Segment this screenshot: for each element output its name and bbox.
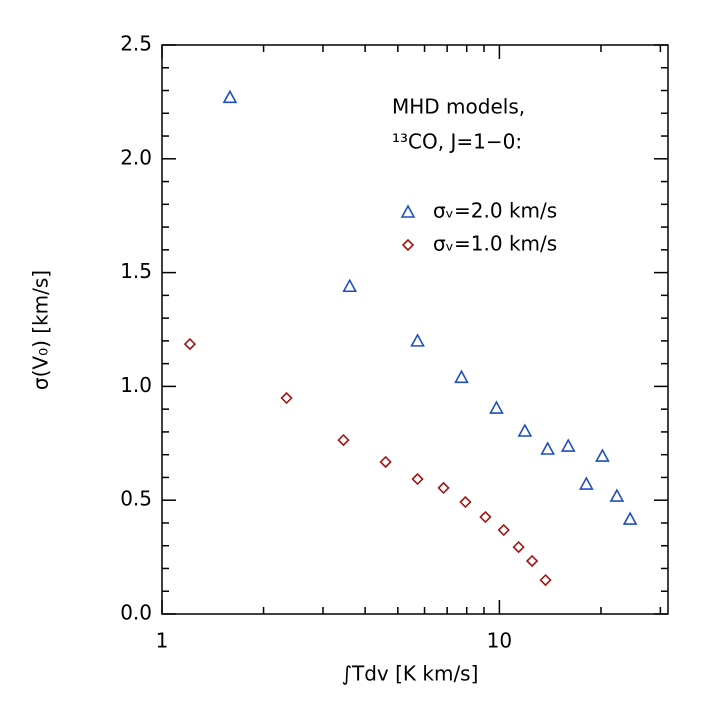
- point: [517, 423, 533, 437]
- point: [540, 441, 556, 455]
- point: [411, 472, 424, 486]
- point: [479, 510, 492, 524]
- annotation: MHD models,: [392, 95, 525, 119]
- y-tick-label: 0.5: [120, 487, 152, 511]
- y-tick-label: 0.0: [120, 601, 152, 625]
- y-tick-label: 1.0: [120, 373, 152, 397]
- point: [497, 523, 510, 537]
- legend-marker: [400, 204, 416, 218]
- annotation: ¹³CO, J=1−0:: [392, 130, 522, 154]
- y-tick-label: 1.5: [120, 259, 152, 283]
- y-tick-label: 2.5: [120, 32, 152, 56]
- point: [622, 511, 638, 525]
- y-axis-label: σ(V₀) [km/s]: [29, 270, 53, 390]
- point: [525, 554, 539, 568]
- point: [342, 278, 358, 293]
- point: [337, 433, 350, 447]
- point: [560, 438, 576, 452]
- point: [595, 448, 610, 462]
- point: [578, 476, 594, 490]
- legend-label: σᵥ=1.0 km/s: [433, 232, 557, 256]
- point: [379, 455, 392, 469]
- point: [222, 89, 238, 104]
- point: [437, 481, 450, 495]
- point: [539, 573, 552, 587]
- x-axis-label: ∫Tdv [K km/s]: [342, 662, 479, 686]
- point: [280, 391, 293, 405]
- point: [454, 369, 469, 384]
- point: [512, 540, 525, 554]
- plot-frame: [161, 44, 669, 615]
- y-tick-label: 2.0: [120, 145, 152, 169]
- x-tick-label: 10: [487, 629, 512, 653]
- point: [609, 488, 625, 502]
- point: [459, 495, 472, 509]
- legend-label: σᵥ=2.0 km/s: [433, 199, 557, 223]
- point: [410, 333, 425, 347]
- point: [489, 400, 504, 414]
- point: [183, 337, 197, 351]
- x-tick-label: 1: [156, 629, 169, 653]
- legend-marker: [401, 238, 415, 252]
